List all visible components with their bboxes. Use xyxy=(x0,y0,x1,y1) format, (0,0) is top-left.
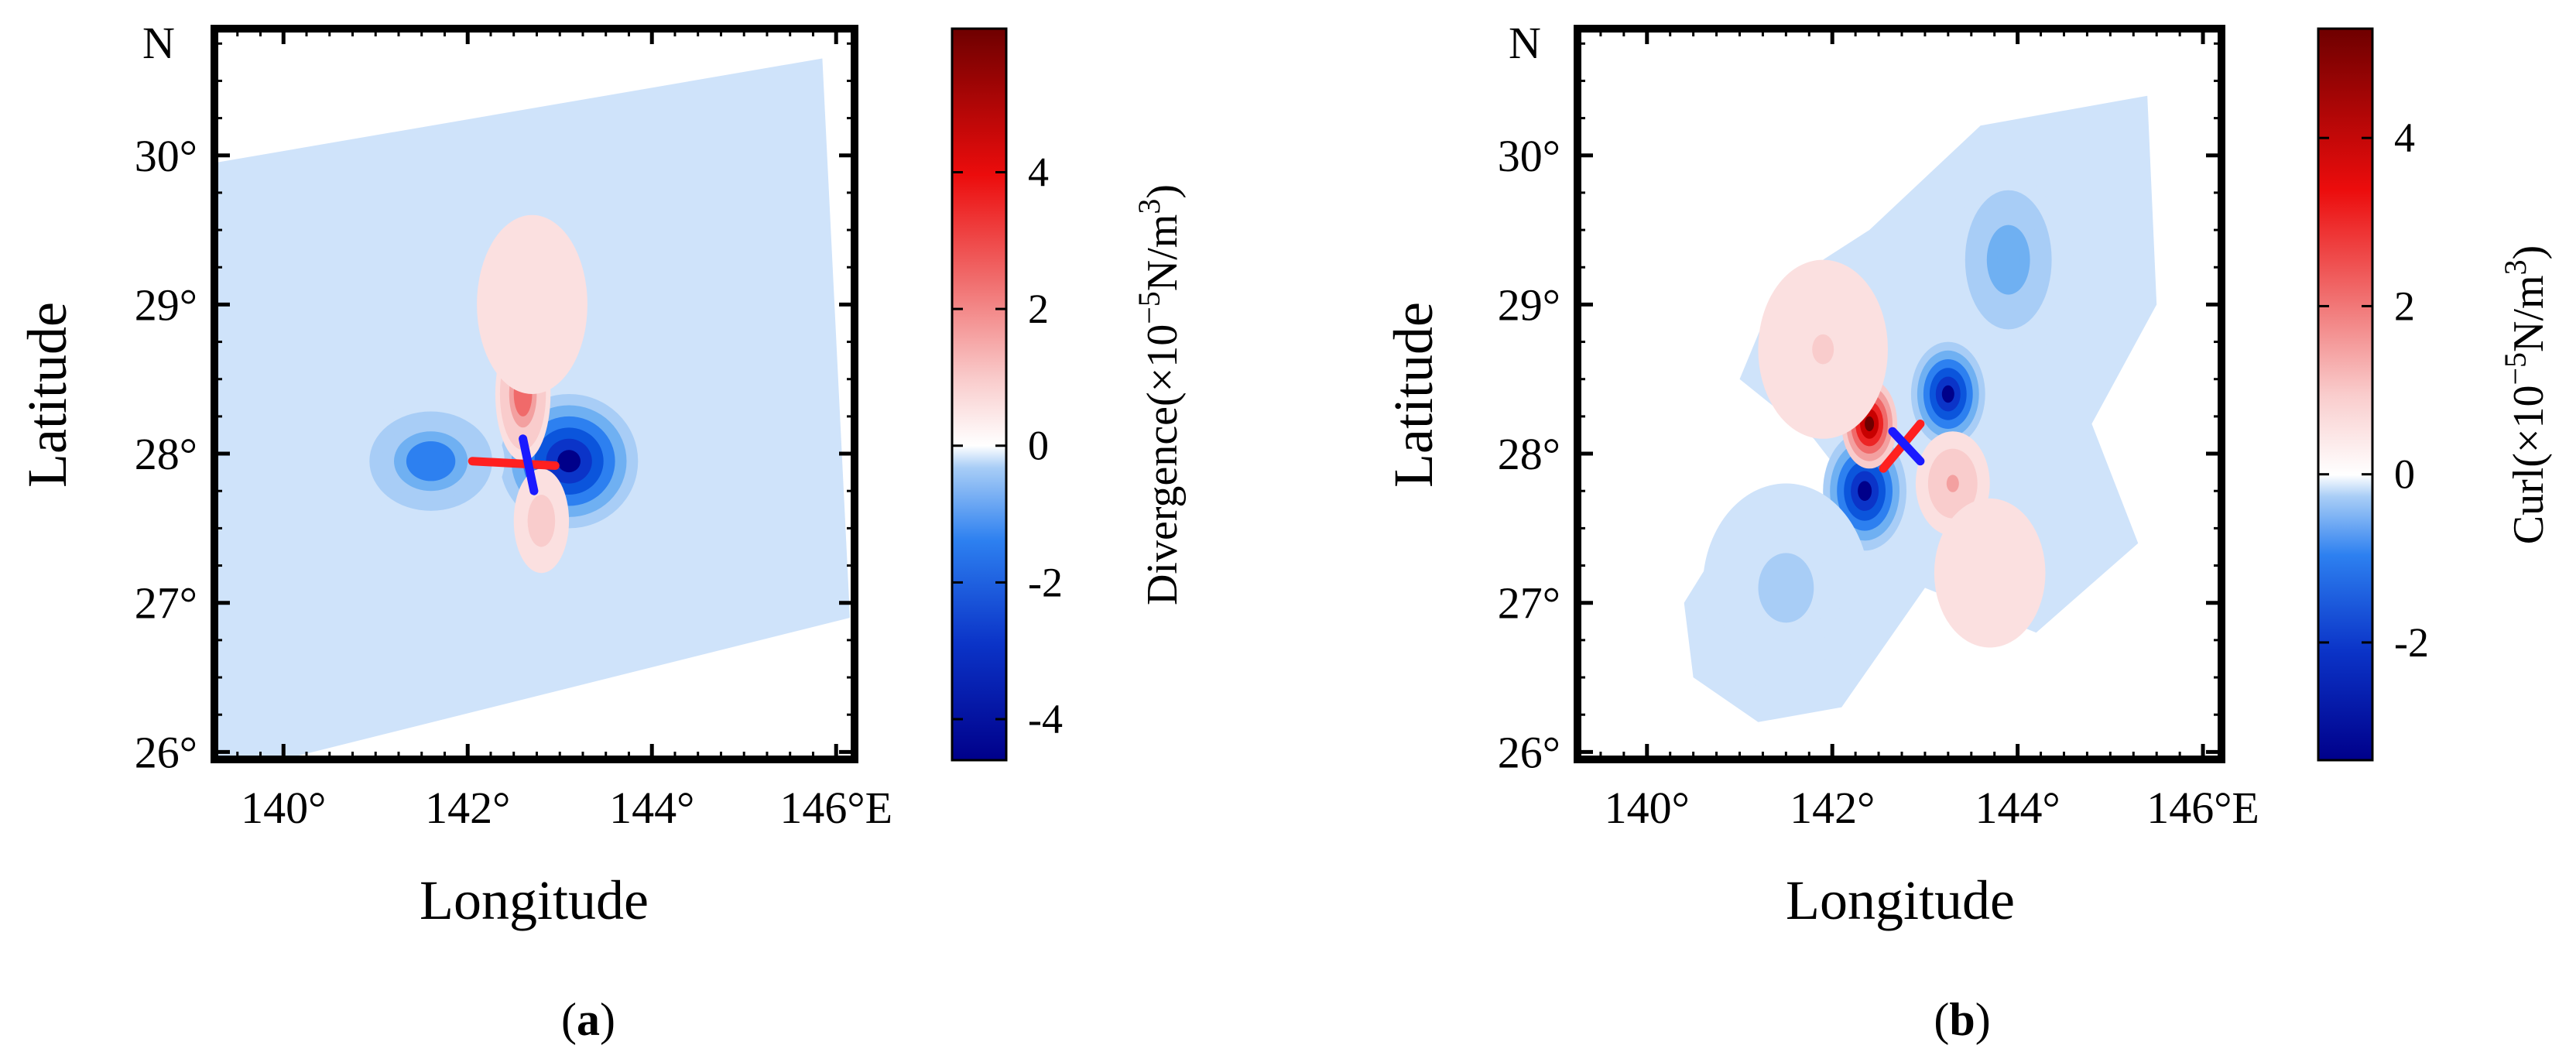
curl-colorbar-ticks: 4 2 0 -2 xyxy=(2318,115,2429,666)
divergence-x-axis-title: Longitude xyxy=(420,869,649,931)
y-tick-label: 27° xyxy=(135,578,197,629)
curl-markers xyxy=(1879,420,1925,473)
contour-level xyxy=(1772,570,1800,605)
colorbar-tick-label: -2 xyxy=(1028,559,1063,605)
y-tick-label: 26° xyxy=(135,727,197,777)
contour-level xyxy=(536,512,546,530)
x-tick-label: 144° xyxy=(609,783,694,833)
curl-map-area xyxy=(1684,95,2157,722)
marker-line xyxy=(519,434,539,495)
curl-x-axis-title: Longitude xyxy=(1786,869,2015,931)
panel-label-a-letter: a xyxy=(577,994,600,1045)
curl-colorbar-title: Curl(×10−5N/m3) xyxy=(2498,245,2553,545)
divergence-axes-frame xyxy=(211,25,858,763)
marker-line xyxy=(468,457,560,470)
x-tick-label: 146°E xyxy=(779,783,892,833)
y-tick-label: 30° xyxy=(135,131,197,181)
x-tick-label: 142° xyxy=(425,783,510,833)
colorbar-tick-label: -2 xyxy=(2394,619,2429,666)
contour-level xyxy=(418,451,444,471)
colorbar-tick-label: 0 xyxy=(2394,451,2415,498)
curl-y-axis-title: Latitude xyxy=(1382,302,1444,488)
divergence-colorbar-unit: N/m xyxy=(1139,214,1187,292)
y-tick-label: 28° xyxy=(1498,429,1560,479)
colorbar-tick-label: 4 xyxy=(1028,149,1049,195)
panel-label-a: (a) xyxy=(561,994,615,1045)
x-tick-label: 140° xyxy=(1605,783,1690,833)
divergence-markers xyxy=(468,434,560,495)
curl-colorbar-unit: N/m xyxy=(2505,275,2553,352)
curl-axis-ticks: 140° 142° 144° 146°E 26° 27° 28° 29° 30° xyxy=(1498,29,2259,833)
curl-colorbar xyxy=(2317,27,2374,762)
curl-north-label: N xyxy=(1509,18,1541,68)
y-tick-label: 27° xyxy=(1498,578,1560,629)
colorbar-tick-label: -4 xyxy=(1028,696,1063,742)
y-tick-label: 28° xyxy=(135,429,197,479)
marker-line xyxy=(1888,427,1925,466)
divergence-colorbar-unit-close: ) xyxy=(1139,184,1187,199)
panel-a-divergence: 140° 142° 144° 146°E 26° 27° 28° 29° 30° N Longi… xyxy=(16,18,1187,1045)
contour-level xyxy=(1997,242,2019,278)
divergence-axis-ticks: 140° 142° 144° 146°E 26° 27° 28° 29° 30° xyxy=(135,29,892,833)
y-tick-label: 29° xyxy=(135,279,197,330)
colorbar-tick-label: 2 xyxy=(1028,286,1049,332)
colorbar-tick-label: 0 xyxy=(1028,423,1049,469)
curl-field xyxy=(1684,95,2157,722)
curl-colorbar-unit-power: 3 xyxy=(2498,259,2533,275)
contour-level xyxy=(1858,481,1872,501)
curl-axes-frame xyxy=(1574,25,2225,763)
contour-level xyxy=(1980,560,1999,586)
panel-label-b: (b) xyxy=(1934,994,1990,1045)
curl-colorbar-title-prefix: Curl(×10 xyxy=(2505,385,2553,544)
divergence-colorbar-exponent: −5 xyxy=(1132,291,1166,324)
y-tick-label: 26° xyxy=(1498,727,1560,777)
colorbar-tick-label: 4 xyxy=(2394,115,2415,161)
contour-level xyxy=(557,450,581,473)
y-tick-label: 30° xyxy=(1498,131,1560,181)
divergence-colorbar-ticks: 4 2 0 -2 -4 xyxy=(952,149,1063,742)
contour-level xyxy=(1941,385,1954,403)
curl-colorbar-exponent: −5 xyxy=(2498,352,2533,386)
divergence-north-label: N xyxy=(142,18,175,68)
contour-level xyxy=(1812,334,1834,365)
divergence-field xyxy=(214,58,851,759)
panel-label-b-letter: b xyxy=(1949,994,1975,1045)
panel-b-curl: 140° 142° 144° 146°E 26° 27° 28° 29° 30° N Longi… xyxy=(1382,18,2553,1045)
x-tick-label: 144° xyxy=(1975,783,2060,833)
divergence-colorbar xyxy=(951,27,1008,762)
x-tick-label: 146°E xyxy=(2146,783,2259,833)
colorbar-tick-label: 2 xyxy=(2394,283,2415,329)
divergence-colorbar-title-prefix: Divergence(×10 xyxy=(1139,324,1187,605)
divergence-colorbar-title: Divergence(×10−5N/m3) xyxy=(1132,184,1187,605)
divergence-map-area xyxy=(214,58,851,759)
divergence-colorbar-unit-power: 3 xyxy=(1132,199,1166,214)
x-tick-label: 140° xyxy=(241,783,326,833)
divergence-y-axis-title: Latitude xyxy=(16,302,78,488)
contour-level xyxy=(522,290,542,320)
curl-colorbar-unit-close: ) xyxy=(2505,245,2553,260)
contour-level xyxy=(1946,475,1959,492)
contour-level xyxy=(1865,416,1875,432)
y-tick-label: 29° xyxy=(1498,279,1560,330)
x-tick-label: 142° xyxy=(1790,783,1875,833)
